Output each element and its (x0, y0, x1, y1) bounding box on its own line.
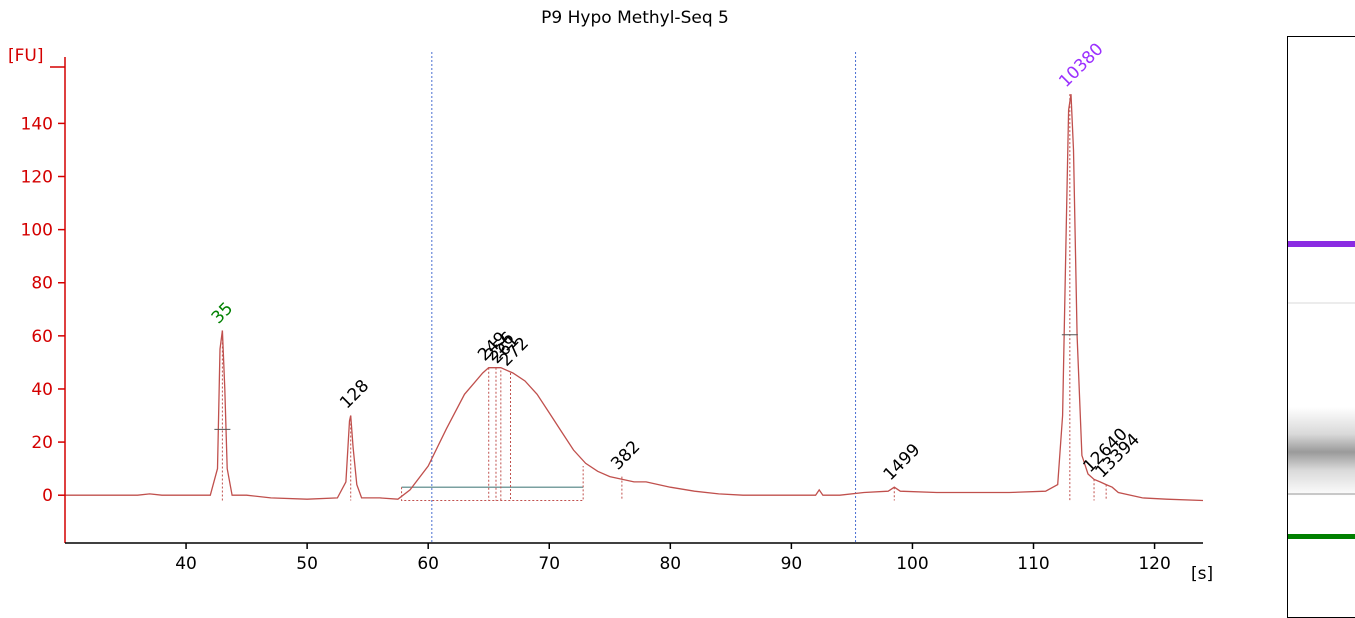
x-tick-label: 110 (1017, 554, 1049, 574)
faint-band (1288, 302, 1355, 304)
series-line (65, 94, 1204, 502)
y-tick-label: 140 (21, 114, 53, 134)
upper-marker-band (1288, 241, 1355, 247)
peak-label: 35 (208, 299, 237, 328)
x-tick-label: 100 (896, 554, 928, 574)
minor-band (1288, 493, 1355, 495)
x-tick-label: 50 (296, 554, 318, 574)
x-axis-label: [s] (1191, 564, 1213, 584)
axis-layer: 0 20 40 60 80 100 120 140 [FU] 40 50 60 70 80 90 100 110… (8, 46, 1213, 584)
library-smear-band (1288, 407, 1355, 497)
x-tick-label: 90 (781, 554, 803, 574)
region-lines (401, 52, 857, 543)
y-tick-label: 0 (42, 486, 53, 506)
y-tick-label: 60 (31, 327, 53, 347)
trace-layer (65, 94, 1204, 502)
peak-label: 1499 (880, 440, 925, 485)
y-tick-label: 20 (31, 433, 53, 453)
y-axis-label: [FU] (8, 46, 44, 66)
x-tick-label: 40 (175, 554, 197, 574)
x-tick-label: 70 (538, 554, 560, 574)
region-outline (401, 465, 584, 502)
peak-label: 10380 (1055, 39, 1107, 91)
y-tick-label: 40 (31, 380, 53, 400)
x-tick-label: 60 (417, 554, 439, 574)
peak-label: 382 (607, 437, 644, 474)
y-tick-label: 100 (21, 221, 53, 241)
peak-label: 128 (336, 376, 373, 413)
chart-title: P9 Hypo Methyl-Seq 5 (541, 8, 729, 28)
gel-lane (1287, 36, 1355, 618)
x-tick-label: 80 (659, 554, 681, 574)
lower-marker-band (1288, 534, 1355, 539)
y-tick-label: 120 (21, 168, 53, 188)
x-tick-label: 120 (1138, 554, 1170, 574)
y-tick-label: 80 (31, 274, 53, 294)
